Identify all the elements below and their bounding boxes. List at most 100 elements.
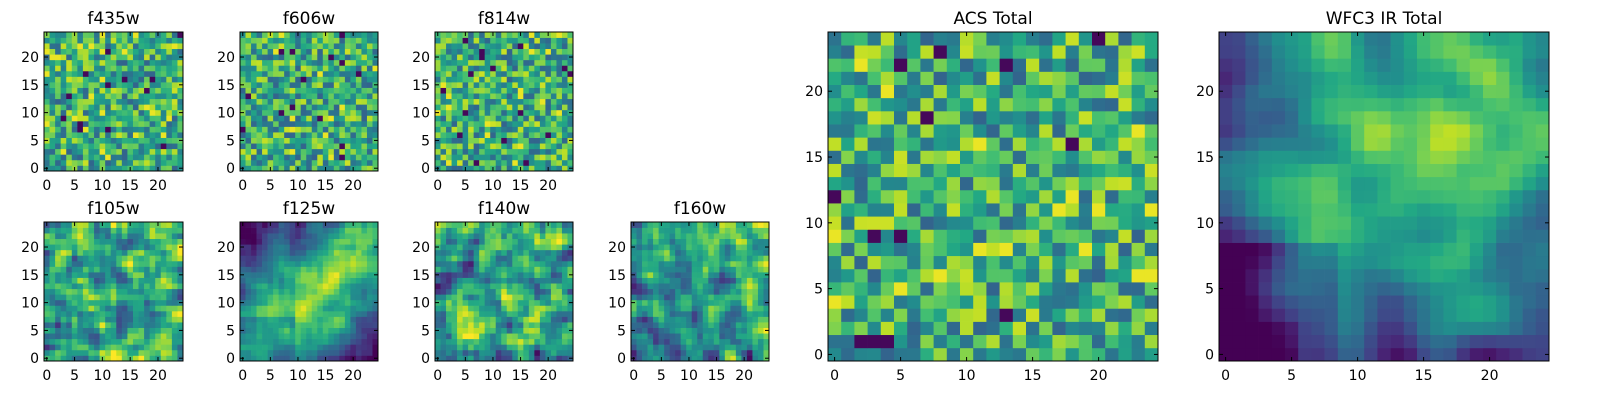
heatmap-cell <box>240 233 246 240</box>
heatmap-cell <box>473 322 480 328</box>
heatmap-cell <box>462 266 469 273</box>
heatmap-cell <box>550 76 557 83</box>
heatmap-cell <box>686 255 693 262</box>
heatmap-cell <box>647 233 654 240</box>
heatmap-cell <box>523 283 530 290</box>
heatmap-cell <box>88 283 95 290</box>
heatmap-cell <box>328 126 335 133</box>
heatmap-cell <box>490 115 497 122</box>
x-tick-label: 5 <box>266 368 275 384</box>
heatmap-cell <box>328 349 335 356</box>
heatmap-cell <box>457 54 463 61</box>
heatmap-cell <box>550 148 557 155</box>
heatmap-cell <box>88 249 95 256</box>
heatmap-cell <box>82 310 89 317</box>
heatmap-cell <box>451 82 458 88</box>
heatmap-cell <box>284 109 291 116</box>
heatmap-cell <box>468 338 474 345</box>
heatmap-cell <box>539 305 546 312</box>
heatmap-cell <box>60 76 67 83</box>
heatmap-cell <box>240 349 246 356</box>
heatmap-cell <box>44 87 50 94</box>
heatmap-cell <box>60 288 67 295</box>
heatmap-cell <box>506 238 513 245</box>
heatmap-cell <box>1026 150 1040 164</box>
heatmap-cell <box>664 344 670 351</box>
heatmap-cell <box>262 233 268 240</box>
heatmap-cell <box>506 294 513 301</box>
heatmap-cell <box>517 93 524 100</box>
x-tick-label: 0 <box>433 368 442 384</box>
heatmap-cell <box>523 255 530 262</box>
heatmap-cell <box>251 294 257 301</box>
heatmap-cell <box>446 355 452 362</box>
heatmap-cell <box>317 233 324 240</box>
heatmap-cell <box>155 154 162 161</box>
heatmap-cell <box>561 65 568 72</box>
heatmap-cell <box>300 310 307 317</box>
heatmap-cell <box>479 233 486 240</box>
heatmap-cell <box>71 266 78 273</box>
heatmap-cell <box>144 98 150 105</box>
heatmap-cell <box>171 238 178 245</box>
heatmap-cell <box>658 288 665 295</box>
heatmap-cell <box>71 327 78 334</box>
heatmap-cell <box>166 48 173 55</box>
heatmap-cell <box>317 132 324 138</box>
heatmap-cell <box>245 43 252 50</box>
heatmap-cell <box>317 32 324 38</box>
heatmap-cell <box>986 229 1000 243</box>
heatmap-cell <box>245 227 252 234</box>
heatmap-cell <box>647 222 654 228</box>
heatmap-cell <box>245 294 252 301</box>
heatmap-cell <box>339 349 346 356</box>
heatmap-cell <box>284 327 291 334</box>
heatmap-cell <box>880 295 895 309</box>
heatmap-cell <box>344 305 351 312</box>
heatmap-cell <box>550 272 557 278</box>
heatmap-cell <box>333 104 340 111</box>
heatmap-cell <box>144 249 150 256</box>
heatmap-cell <box>490 159 497 166</box>
heatmap-cell <box>545 43 552 50</box>
heatmap-cell <box>149 333 156 340</box>
heatmap-cell <box>132 260 139 267</box>
heatmap-cell <box>99 54 106 61</box>
heatmap-cell <box>724 344 731 351</box>
heatmap-cell <box>545 233 552 240</box>
heatmap-cell <box>245 37 252 44</box>
heatmap-cell <box>144 32 150 38</box>
heatmap-cell <box>121 148 128 155</box>
heatmap-cell <box>138 310 145 317</box>
heatmap-cell <box>702 260 709 267</box>
heatmap-cell <box>528 82 535 88</box>
heatmap-cell <box>295 104 302 111</box>
heatmap-cell <box>534 344 541 351</box>
heatmap-cell <box>440 54 447 61</box>
heatmap-cell <box>44 233 50 240</box>
heatmap-cell <box>484 115 491 122</box>
heatmap-cell <box>506 59 513 66</box>
heatmap-cell <box>479 260 486 267</box>
heatmap-cell <box>534 87 541 94</box>
heatmap-cell <box>457 59 463 66</box>
heatmap-cell <box>71 93 78 100</box>
heatmap-cell <box>82 115 89 122</box>
heatmap-cell <box>149 288 156 295</box>
heatmap-cell <box>550 305 557 312</box>
heatmap-cell <box>735 355 742 362</box>
heatmap-cell <box>317 260 324 267</box>
heatmap-cell <box>256 316 263 323</box>
heatmap-cell <box>534 126 541 133</box>
heatmap-cell <box>372 338 379 345</box>
heatmap-cell <box>446 244 452 251</box>
heatmap-cell <box>894 176 908 191</box>
heatmap-cell <box>1105 308 1119 322</box>
heatmap-cell <box>550 115 557 122</box>
heatmap-cell <box>110 70 117 77</box>
heatmap-cell <box>60 126 67 133</box>
heatmap-cell <box>556 272 563 278</box>
heatmap-cell <box>256 120 263 127</box>
heatmap-cell <box>71 338 78 345</box>
heatmap-cell <box>55 222 62 228</box>
